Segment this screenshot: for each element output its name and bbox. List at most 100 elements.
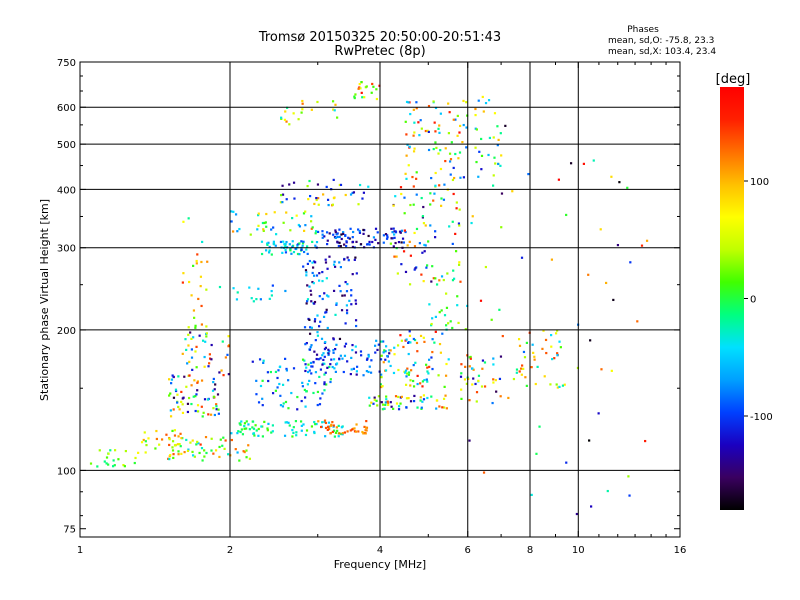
data-point [430,356,433,359]
data-point [168,438,171,441]
data-point [297,223,300,227]
data-point [405,154,408,157]
data-point [310,293,313,296]
data-point [431,338,434,341]
data-point [308,259,311,263]
data-point [345,304,348,307]
data-point [456,304,459,307]
data-point [324,346,328,349]
data-point [311,271,314,275]
data-point [477,374,481,377]
data-point [174,388,178,391]
colorbar-tick-label: 100 [750,177,769,188]
data-point [270,253,273,256]
data-point [432,277,435,280]
data-point [438,131,441,134]
data-point [500,226,503,229]
data-point [357,430,360,433]
data-point [284,251,288,254]
data-point [363,425,366,429]
data-point [251,420,254,423]
data-point [381,408,384,411]
data-point [340,432,343,436]
data-point [426,380,429,383]
data-point [349,429,352,432]
data-point [515,371,518,374]
data-point [211,389,215,392]
data-point [434,277,437,280]
data-point [177,405,180,409]
data-point [111,465,115,468]
data-point [421,385,424,388]
data-point [443,385,446,388]
data-point [364,432,367,435]
data-point [361,430,364,434]
data-point [427,130,430,134]
data-point [491,401,494,405]
data-point [335,362,339,365]
data-point [317,203,320,206]
data-point [396,272,399,275]
data-point [314,371,318,374]
data-point [303,388,306,392]
data-point [337,244,340,248]
data-point [193,316,196,319]
data-point [447,358,450,361]
data-point [359,87,362,90]
data-point [331,421,334,424]
data-point [133,461,136,465]
data-point [444,147,447,150]
data-point [284,289,287,293]
data-point [457,263,461,266]
data-point [218,371,221,374]
data-point [409,379,412,382]
data-point [499,395,502,398]
data-point [331,365,334,369]
data-point [303,396,307,399]
data-point [227,453,230,456]
data-point [409,112,412,116]
data-point [281,405,285,408]
x-axis-ticks: 1 2 4 6 8 10 16 [77,62,686,556]
data-point [339,354,342,357]
data-point [445,292,448,295]
data-point [597,412,600,415]
data-point [203,398,207,401]
data-point [384,403,387,407]
data-point [346,360,349,363]
data-point [454,250,458,253]
data-point [187,326,190,329]
data-point [372,402,375,405]
data-point [488,136,492,140]
data-point [490,318,493,321]
data-point [257,224,260,227]
data-point [610,369,613,372]
data-point [543,375,546,378]
data-point [393,230,396,233]
data-point [212,452,215,455]
data-point [497,162,500,166]
data-point [397,240,401,244]
data-point [172,408,175,411]
data-point [343,294,346,297]
data-point [367,353,370,356]
data-point [456,134,459,137]
data-point [393,346,396,349]
data-point [354,430,358,433]
data-point [561,384,565,387]
data-point [327,295,330,298]
data-point [426,366,429,369]
data-point [285,369,288,372]
data-point [282,221,285,224]
data-point [302,250,306,254]
data-point [343,354,347,357]
data-point [279,240,283,244]
data-point [168,443,171,447]
data-point [629,261,632,264]
data-point [247,444,250,447]
data-point [640,244,644,247]
data-point [269,370,272,374]
data-point [454,152,457,156]
data-point [336,116,339,119]
data-point [464,328,467,331]
